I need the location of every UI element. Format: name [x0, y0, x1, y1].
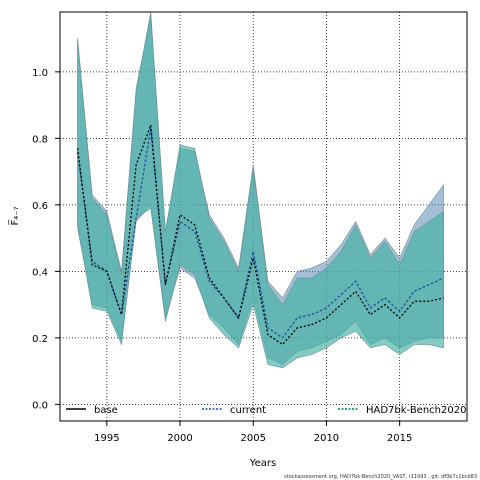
legend-label: current [230, 405, 266, 416]
y-axis: 0.0 0.2 0.4 0.6 0.8 1.0 [32, 68, 60, 411]
series-line-1 [76, 128, 444, 339]
y-tick-label: 0.6 [32, 201, 48, 212]
y-tick-label: 0.2 [32, 334, 48, 345]
x-tick-label: 2010 [314, 433, 339, 444]
x-tick-label: 1995 [94, 433, 119, 444]
y-tick-label: 0.4 [32, 267, 48, 278]
y-tick-label: 0.0 [32, 400, 48, 411]
x-axis: 1995 2000 2005 2010 2015 [94, 421, 412, 444]
legend-item: current [202, 405, 266, 416]
plot-frame [59, 11, 468, 422]
footer-text: stockassessment.org, HAD7bk-Bench2020_VA… [284, 474, 477, 480]
series-line-2 [76, 124, 444, 346]
y-tick-label: 0.8 [32, 134, 48, 145]
legend-label: base [94, 405, 118, 416]
legend-item: base [66, 405, 118, 416]
y-tick-label: 1.0 [32, 68, 48, 79]
confidence-band-2 [77, 11, 444, 369]
x-tick-label: 2005 [241, 433, 266, 444]
gridlines [60, 12, 467, 421]
x-tick-label: 2000 [167, 433, 192, 444]
confidence-bands [77, 11, 444, 369]
legend-label: HAD7bk-Bench2020 [366, 405, 466, 416]
x-tick-label: 2015 [387, 433, 412, 444]
y-axis-title: F̅₄₋₇ [8, 206, 21, 225]
legend-item: HAD7bk-Bench2020 [338, 405, 466, 416]
x-axis-title: Years [249, 458, 276, 469]
series-lines [76, 124, 444, 346]
legend: base current HAD7bk-Bench2020 [66, 405, 466, 416]
